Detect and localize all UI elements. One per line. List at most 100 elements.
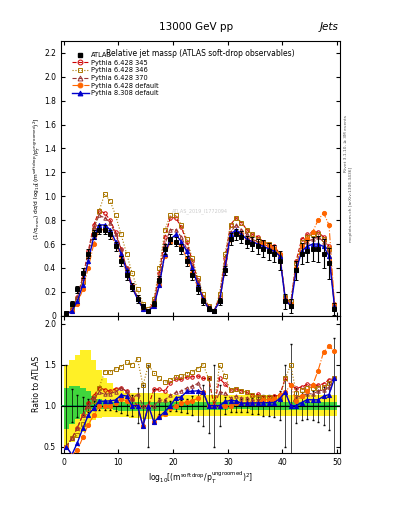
Bar: [288, 395, 294, 416]
Bar: [64, 388, 69, 429]
Bar: [102, 401, 107, 409]
Text: 13000 GeV pp: 13000 GeV pp: [160, 22, 233, 32]
Bar: [206, 395, 211, 416]
Bar: [96, 370, 102, 418]
Bar: [200, 395, 206, 416]
Bar: [222, 402, 228, 410]
Bar: [206, 402, 211, 410]
Bar: [239, 395, 244, 416]
Bar: [195, 395, 200, 416]
Bar: [233, 395, 239, 416]
Bar: [239, 402, 244, 409]
Bar: [294, 402, 299, 410]
Bar: [80, 388, 86, 414]
Bar: [107, 401, 113, 409]
Text: ATLAS_2019_I1772094: ATLAS_2019_I1772094: [173, 208, 228, 214]
Bar: [294, 395, 299, 416]
Bar: [332, 395, 337, 416]
Bar: [310, 402, 315, 410]
Bar: [261, 402, 266, 410]
Bar: [107, 383, 113, 417]
Bar: [178, 395, 184, 416]
Bar: [189, 402, 195, 410]
Bar: [135, 402, 140, 412]
Bar: [321, 395, 326, 416]
Bar: [184, 395, 189, 416]
Bar: [321, 402, 326, 410]
Bar: [305, 395, 310, 416]
Bar: [162, 393, 167, 417]
Bar: [288, 402, 294, 410]
Bar: [129, 393, 135, 418]
Bar: [167, 394, 173, 416]
X-axis label: log$_{10}$[(m$^{\rm soft\,drop}$/p$_T^{\rm ungroomed}$)$^2$]: log$_{10}$[(m$^{\rm soft\,drop}$/p$_T^{\…: [148, 470, 253, 486]
Bar: [113, 388, 118, 417]
Bar: [283, 402, 288, 410]
Bar: [118, 391, 124, 417]
Bar: [173, 402, 178, 410]
Bar: [305, 402, 310, 410]
Bar: [102, 378, 107, 417]
Bar: [96, 399, 102, 409]
Y-axis label: (1/σ$_{\rm resm}$) dσ/d log$_{10}$[(m$^{\rm soft\,drop}$/p$_T^{\rm ungroomed}$)$: (1/σ$_{\rm resm}$) dσ/d log$_{10}$[(m$^{…: [31, 117, 42, 240]
Bar: [310, 395, 315, 416]
Bar: [211, 402, 217, 410]
Bar: [91, 360, 96, 420]
Bar: [277, 395, 283, 416]
Bar: [250, 402, 255, 410]
Bar: [86, 391, 91, 411]
Bar: [135, 393, 140, 418]
Bar: [299, 395, 305, 416]
Bar: [266, 395, 272, 416]
Bar: [233, 402, 239, 409]
Bar: [173, 395, 178, 416]
Text: Rivet 3.1.10, ≥ 3M events: Rivet 3.1.10, ≥ 3M events: [344, 115, 348, 172]
Text: Jets: Jets: [320, 22, 339, 32]
Bar: [315, 402, 321, 410]
Bar: [151, 402, 157, 412]
Bar: [277, 402, 283, 410]
Bar: [75, 355, 80, 438]
Bar: [244, 402, 250, 409]
Bar: [255, 402, 261, 410]
Bar: [266, 402, 272, 410]
Bar: [64, 365, 69, 446]
Bar: [326, 395, 332, 416]
Bar: [75, 386, 80, 419]
Bar: [217, 395, 222, 416]
Bar: [118, 402, 124, 411]
Bar: [146, 393, 151, 419]
Bar: [157, 402, 162, 412]
Bar: [315, 395, 321, 416]
Y-axis label: Ratio to ATLAS: Ratio to ATLAS: [32, 356, 41, 413]
Bar: [228, 402, 233, 409]
Legend: ATLAS, Pythia 6.428 345, Pythia 6.428 346, Pythia 6.428 370, Pythia 6.428 defaul: ATLAS, Pythia 6.428 345, Pythia 6.428 34…: [72, 52, 159, 96]
Bar: [326, 402, 332, 410]
Bar: [86, 350, 91, 425]
Bar: [250, 395, 255, 416]
Bar: [261, 395, 266, 416]
Bar: [124, 402, 129, 412]
Bar: [272, 395, 277, 416]
Bar: [140, 402, 146, 412]
Bar: [146, 402, 151, 412]
Bar: [178, 402, 184, 410]
Bar: [162, 402, 167, 411]
Bar: [167, 402, 173, 410]
Bar: [91, 396, 96, 409]
Bar: [332, 402, 337, 410]
Bar: [217, 402, 222, 410]
Bar: [129, 402, 135, 412]
Bar: [283, 395, 288, 416]
Text: Relative jet massρ (ATLAS soft-drop observables): Relative jet massρ (ATLAS soft-drop obse…: [106, 49, 295, 58]
Bar: [80, 350, 86, 432]
Bar: [113, 402, 118, 410]
Bar: [222, 395, 228, 416]
Bar: [200, 402, 206, 410]
Bar: [244, 395, 250, 416]
Bar: [124, 393, 129, 417]
Bar: [69, 360, 75, 442]
Bar: [272, 402, 277, 410]
Bar: [255, 395, 261, 416]
Bar: [151, 393, 157, 419]
